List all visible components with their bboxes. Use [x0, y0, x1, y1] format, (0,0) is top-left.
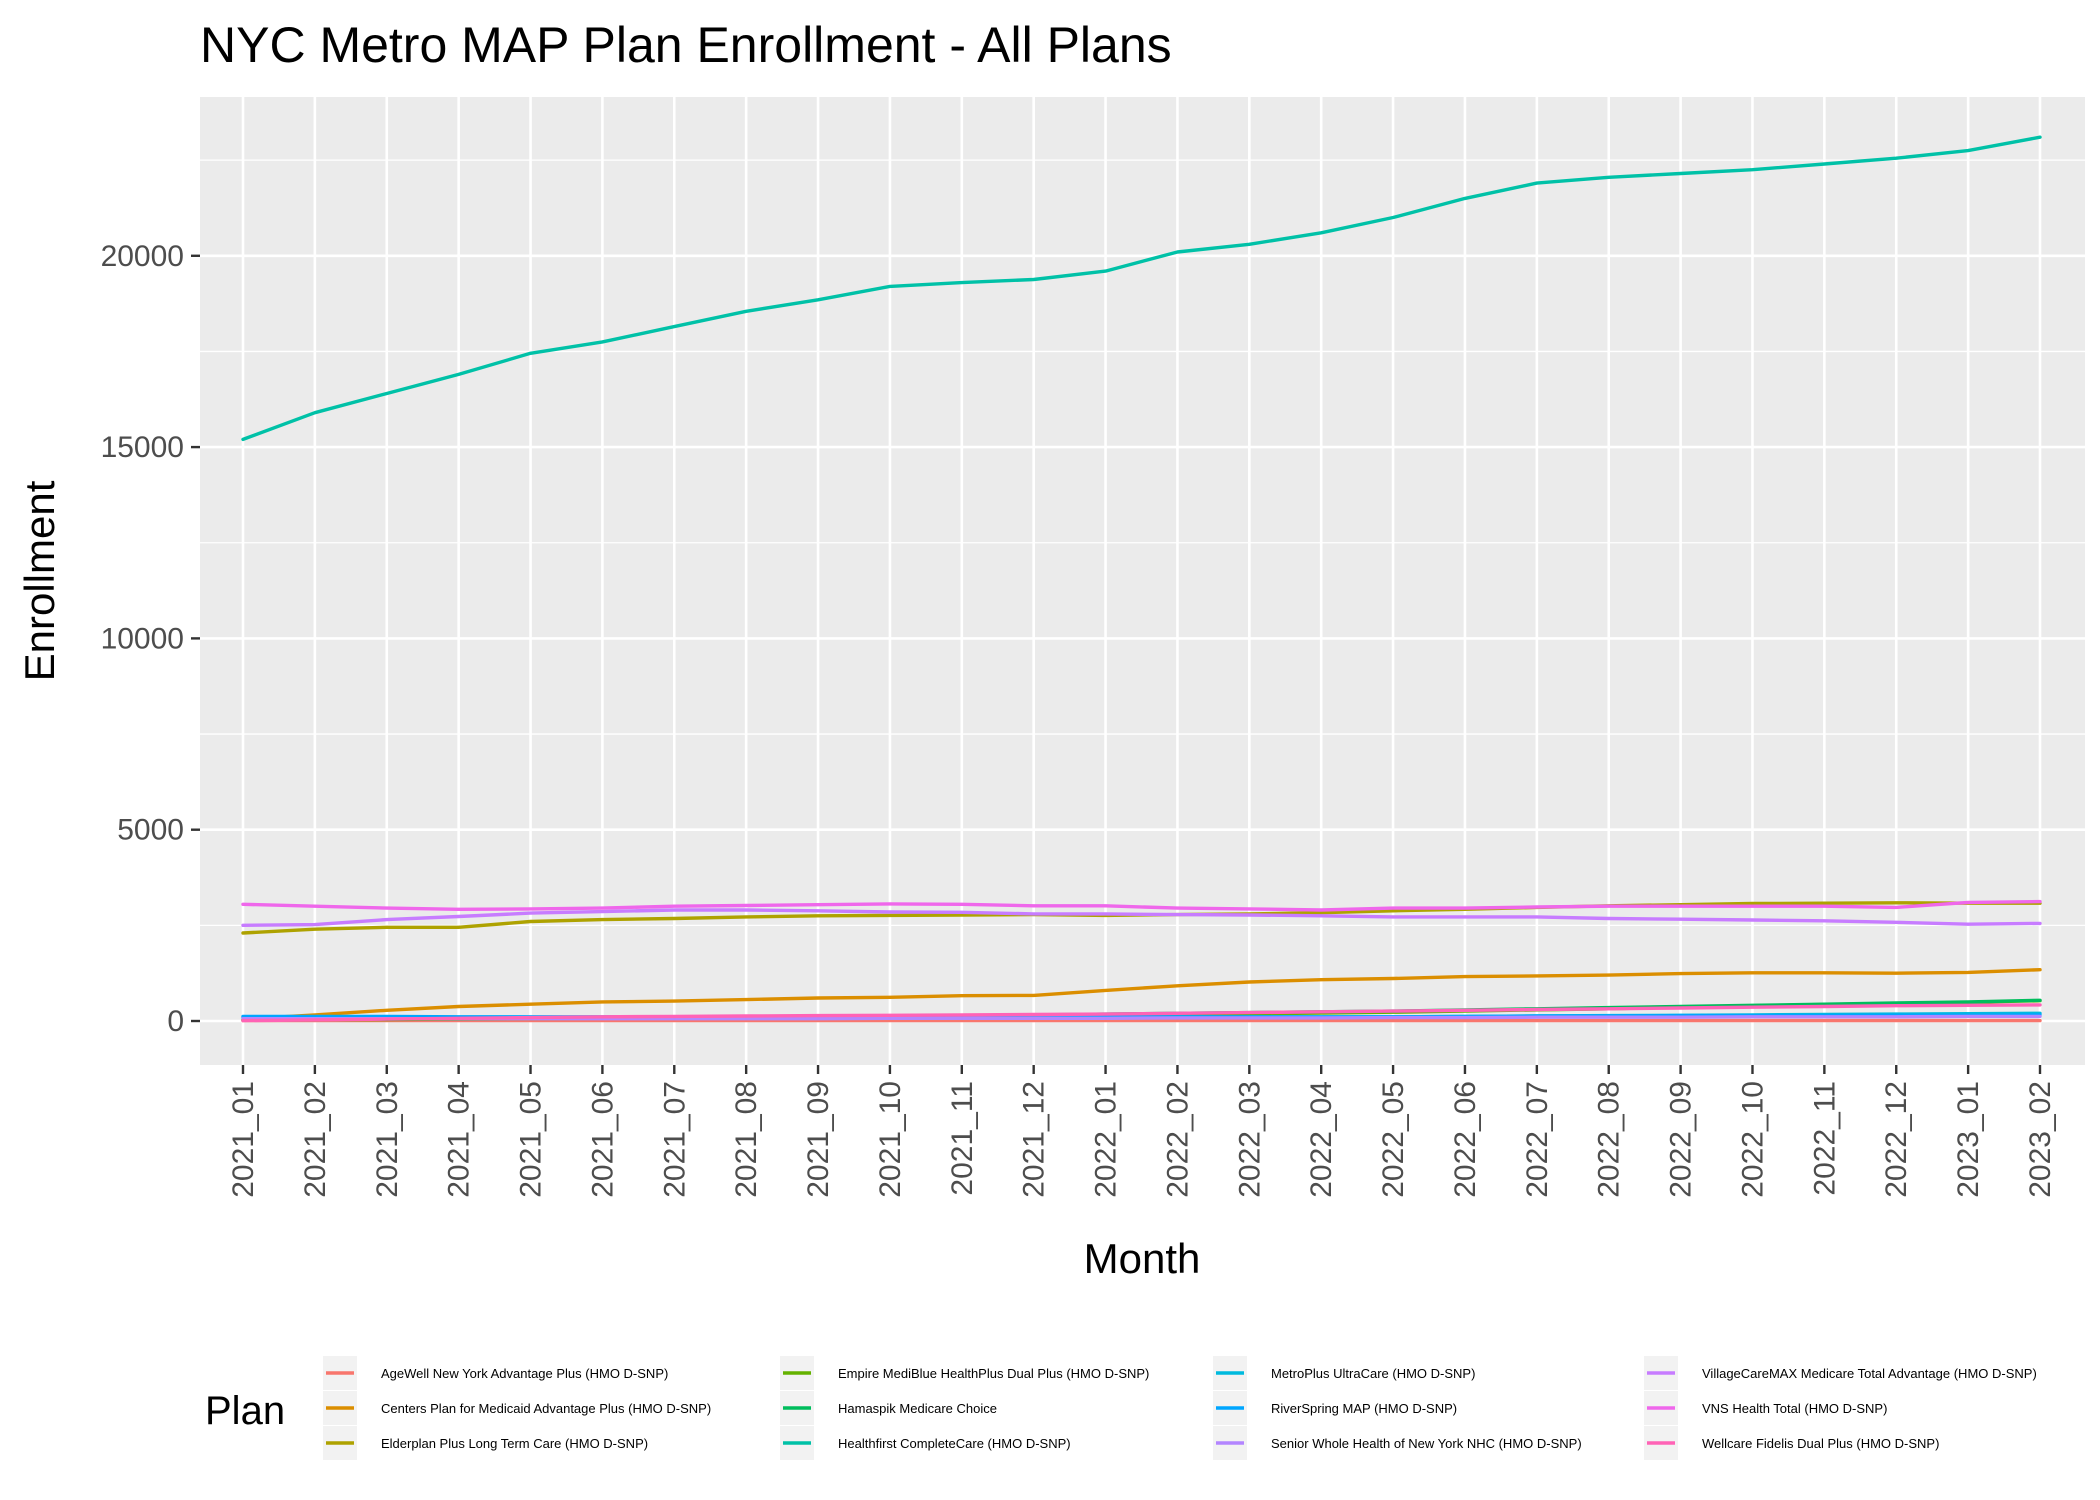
x-tick-label: 2022_12: [1880, 1081, 1913, 1198]
legend-item-label: RiverSpring MAP (HMO D-SNP): [1271, 1401, 1457, 1416]
chart-title: NYC Metro MAP Plan Enrollment - All Plan…: [200, 17, 1172, 73]
x-tick-label: 2021_08: [730, 1081, 763, 1198]
x-tick-label: 2021_02: [299, 1081, 332, 1198]
x-tick-label: 2021_04: [443, 1081, 476, 1198]
legend-item-label: Empire MediBlue HealthPlus Dual Plus (HM…: [838, 1366, 1149, 1381]
series-line-12: [241, 1003, 2042, 1023]
legend-item-label: MetroPlus UltraCare (HMO D-SNP): [1271, 1366, 1475, 1381]
legend-item-label: Wellcare Fidelis Dual Plus (HMO D-SNP): [1702, 1436, 1939, 1451]
legend-item-label: Hamaspik Medicare Choice: [838, 1401, 997, 1416]
y-axis: 0 5000 10000 15000 20000: [101, 240, 200, 1038]
legend-item-label: VNS Health Total (HMO D-SNP): [1702, 1401, 1887, 1416]
x-tick-label: 2022_07: [1521, 1081, 1554, 1198]
series-line-11: [241, 899, 2042, 912]
y-tick-label: 0: [167, 1005, 184, 1038]
x-tick-label: 2022_01: [1090, 1081, 1123, 1198]
legend-items: AgeWell New York Advantage Plus (HMO D-S…: [323, 1356, 2037, 1460]
legend-item-label: Elderplan Plus Long Term Care (HMO D-SNP…: [381, 1436, 648, 1451]
legend-item-label: VillageCareMAX Medicare Total Advantage …: [1702, 1366, 2037, 1381]
x-tick-label: 2022_09: [1665, 1081, 1698, 1198]
x-tick-label: 2021_12: [1018, 1081, 1051, 1198]
legend-item-label: Centers Plan for Medicaid Advantage Plus…: [381, 1401, 711, 1416]
series-line-10: [241, 908, 2042, 927]
legend-title: Plan: [205, 1389, 285, 1433]
x-tick-label: 2023_01: [1952, 1081, 1985, 1198]
x-tick-label: 2021_05: [515, 1081, 548, 1198]
x-tick-label: 2022_11: [1808, 1081, 1841, 1196]
x-tick-label: 2022_06: [1449, 1081, 1482, 1198]
x-tick-label: 2021_11: [946, 1081, 979, 1196]
x-tick-label: 2021_03: [371, 1081, 404, 1198]
x-tick-label: 2023_02: [2024, 1081, 2057, 1198]
x-axis: 2021_01 2021_02 2021_03 2021_04 2021_05 2021_…: [227, 1065, 2057, 1198]
x-tick-label: 2021_09: [802, 1081, 835, 1198]
x-tick-label: 2021_01: [227, 1081, 260, 1198]
x-tick-label: 2021_06: [586, 1081, 619, 1198]
y-tick-label: 20000: [101, 240, 184, 273]
legend-item-label: Senior Whole Health of New York NHC (HMO…: [1271, 1436, 1582, 1451]
x-tick-label: 2022_03: [1233, 1081, 1266, 1198]
legend-item-label: Healthfirst CompleteCare (HMO D-SNP): [838, 1436, 1071, 1451]
x-tick-label: 2022_10: [1736, 1081, 1769, 1198]
y-tick-label: 15000: [101, 431, 184, 464]
x-tick-label: 2021_10: [874, 1081, 907, 1198]
x-tick-label: 2022_05: [1377, 1081, 1410, 1198]
x-axis-title: Month: [1084, 1235, 1201, 1282]
y-tick-label: 5000: [117, 814, 184, 847]
series-line-2: [241, 968, 2042, 1021]
series-lines: [241, 135, 2042, 1023]
legend: Plan AgeWell New York Advantage Plus (HM…: [205, 1356, 2037, 1460]
x-tick-label: 2022_04: [1305, 1081, 1338, 1198]
y-axis-title: Enrollment: [16, 480, 63, 681]
x-tick-label: 2022_08: [1593, 1081, 1626, 1198]
legend-item-label: AgeWell New York Advantage Plus (HMO D-S…: [381, 1366, 668, 1381]
x-tick-label: 2022_02: [1161, 1081, 1194, 1198]
series-line-6: [241, 135, 2042, 442]
y-tick-label: 10000: [101, 622, 184, 655]
x-tick-label: 2021_07: [658, 1081, 691, 1198]
